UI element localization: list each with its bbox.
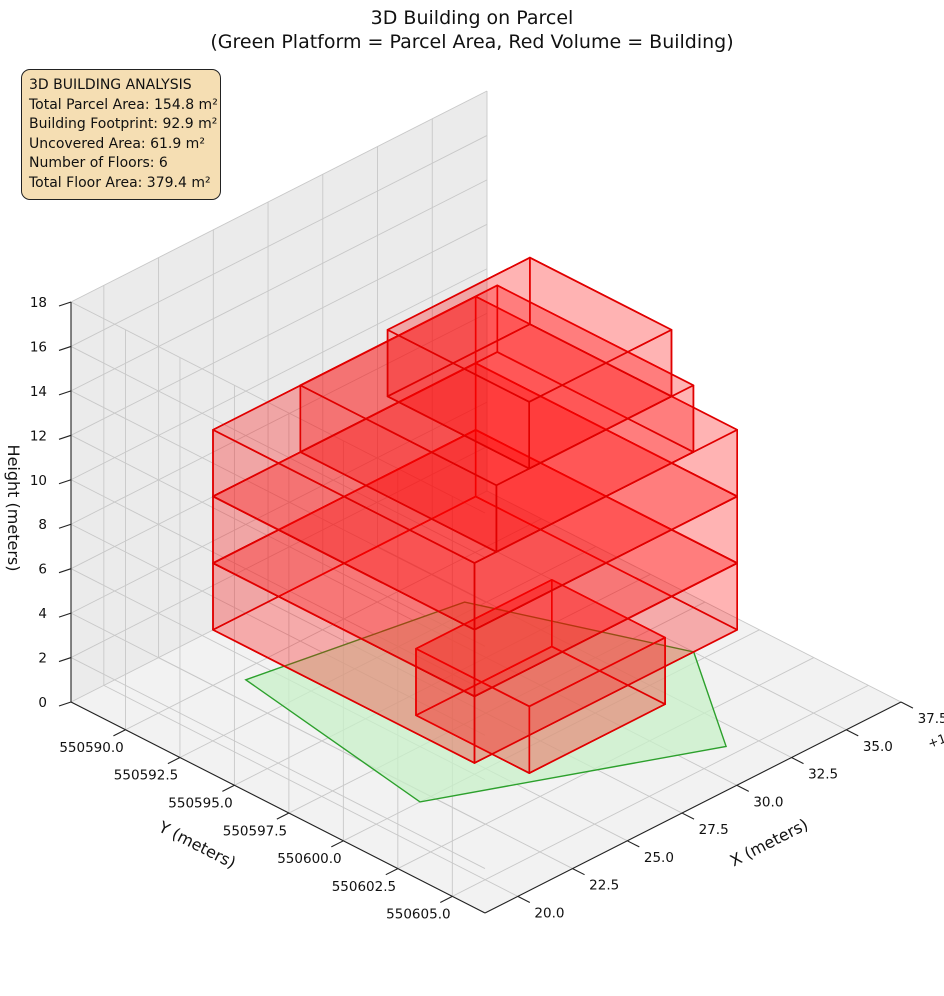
y-tick-label: 550605.0	[386, 907, 450, 923]
y-tick	[276, 812, 290, 820]
z-tick	[58, 390, 72, 396]
chart-title-block: 3D Building on Parcel (Green Platform = …	[0, 6, 944, 54]
building-floor-1	[415, 578, 666, 774]
y-axis-line	[70, 701, 486, 914]
grid-z-right	[70, 135, 488, 347]
z-tick-label: 4	[38, 606, 47, 622]
grid-z-left	[70, 434, 486, 647]
z-tick-label: 16	[30, 339, 47, 355]
y-tick-label: 550602.5	[332, 879, 396, 895]
y-tick	[222, 784, 235, 792]
axis-lines	[58, 301, 914, 914]
z-tick-label: 6	[38, 562, 47, 578]
y-tick-label: 550595.0	[168, 796, 232, 812]
x-tick	[681, 812, 695, 820]
z-tick	[58, 568, 72, 574]
z-axis-title: Height (meters)	[4, 445, 23, 572]
parcel-platform	[244, 601, 728, 803]
grid-z-right	[70, 268, 488, 481]
grid-z-right	[70, 179, 488, 392]
z-tick-label: 8	[38, 517, 47, 533]
grid-z-right	[70, 90, 488, 303]
y-tick	[167, 757, 181, 765]
analysis-line-footprint: Building Footprint: 92.9 m²	[29, 116, 218, 132]
x-tick	[627, 840, 640, 848]
y-tick	[440, 895, 453, 903]
parcel-polygon	[244, 601, 728, 803]
floor-face-top	[386, 256, 673, 403]
analysis-line-parcel-area: Total Parcel Area: 154.8 m²	[29, 96, 218, 113]
x-tick-label: 37.5	[918, 711, 944, 727]
z-tick	[58, 657, 72, 663]
z-tick	[58, 434, 72, 440]
grid-z-left	[70, 657, 486, 869]
z-tick	[58, 345, 72, 351]
z-tick-label: 12	[30, 428, 47, 444]
z-tick-label: 0	[38, 695, 47, 711]
y-tick-label: 550592.5	[114, 768, 178, 784]
analysis-line-floors: Number of Floors: 6	[29, 155, 168, 171]
z-tick	[58, 301, 72, 307]
grid-z-right	[70, 401, 488, 614]
chart-subtitle: (Green Platform = Parcel Area, Red Volum…	[210, 31, 734, 53]
building-volume	[212, 256, 739, 774]
y-tick-label: 550590.0	[59, 740, 123, 756]
grid-x-floor	[486, 490, 902, 703]
z-tick	[58, 612, 72, 618]
y-tick	[113, 729, 126, 737]
x-tick-label: 25.0	[644, 850, 674, 866]
y-tick	[385, 868, 399, 876]
x-tick-label: 27.5	[699, 822, 729, 838]
z-tick	[58, 701, 72, 707]
z-tick	[58, 523, 72, 529]
grid-z-right	[70, 446, 488, 658]
x-tick	[900, 701, 914, 709]
x-tick-label: 35.0	[863, 739, 893, 755]
x-tick-label: 30.0	[753, 794, 783, 810]
z-tick	[58, 479, 72, 485]
x-axis-title: X (meters)	[727, 815, 811, 871]
y-tick-label: 550600.0	[277, 851, 341, 867]
x-tick-label: 20.0	[534, 905, 564, 921]
grid-z-left	[70, 346, 486, 558]
y-tick-label: 550597.5	[223, 823, 287, 839]
x-tick	[791, 757, 804, 765]
y-tick	[331, 840, 344, 848]
analysis-box: 3D BUILDING ANALYSIS Total Parcel Area: …	[21, 69, 221, 200]
grid-z-right	[70, 312, 488, 525]
analysis-heading: 3D BUILDING ANALYSIS	[29, 77, 192, 93]
z-tick-label: 18	[30, 295, 47, 311]
chart-title: 3D Building on Parcel	[370, 7, 574, 29]
x-tick	[846, 729, 859, 737]
z-tick-label: 10	[30, 473, 47, 489]
z-tick-label: 2	[38, 651, 47, 667]
grid-z-right	[70, 223, 488, 436]
x-tick	[572, 868, 585, 876]
analysis-line-floor-area: Total Floor Area: 379.4 m²	[29, 174, 211, 191]
grid-z-left	[70, 301, 486, 514]
x-tick-label: 32.5	[808, 767, 838, 783]
grid-x-floor	[103, 684, 519, 897]
x-tick-label: 22.5	[589, 878, 619, 894]
x-tick	[736, 784, 750, 792]
z-tick-label: 14	[30, 384, 47, 400]
x-axis-line	[484, 701, 902, 914]
building-floor-6	[386, 256, 673, 470]
analysis-line-uncovered: Uncovered Area: 61.9 m²	[29, 135, 205, 152]
grid-y-floor	[452, 684, 869, 897]
x-tick	[517, 895, 531, 903]
grid-z-left	[70, 390, 486, 603]
